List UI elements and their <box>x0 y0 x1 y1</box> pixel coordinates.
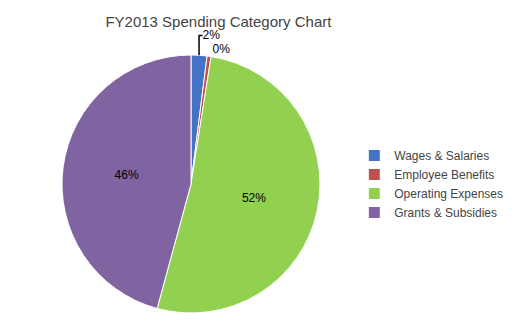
svg-text:Operating Expenses: Operating Expenses <box>394 187 503 201</box>
svg-text:2%: 2% <box>203 28 221 42</box>
svg-text:46%: 46% <box>115 168 139 182</box>
svg-text:52%: 52% <box>242 191 266 205</box>
svg-text:0%: 0% <box>213 42 231 56</box>
svg-text:Grants & Subsidies: Grants & Subsidies <box>394 206 497 220</box>
svg-text:FY2013 Spending Category Chart: FY2013 Spending Category Chart <box>105 13 332 30</box>
svg-text:Employee Benefits: Employee Benefits <box>394 168 494 182</box>
svg-text:Wages & Salaries: Wages & Salaries <box>394 149 489 163</box>
